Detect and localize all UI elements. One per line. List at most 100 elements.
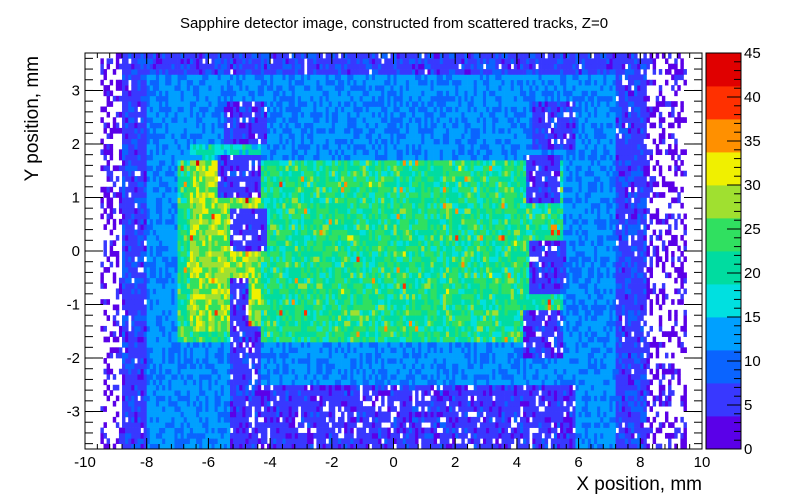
- heatmap-cell: [507, 341, 512, 348]
- heatmap-cell: [106, 438, 111, 444]
- heatmap-cell: [507, 325, 512, 332]
- heatmap-cell: [159, 379, 163, 386]
- heatmap-cell: [230, 368, 234, 375]
- heatmap-cell: [313, 368, 317, 375]
- heatmap-cell: [313, 422, 317, 428]
- heatmap-cell: [590, 411, 595, 418]
- heatmap-cell: [442, 438, 447, 444]
- heatmap-cell: [615, 443, 620, 450]
- heatmap-cell: [575, 368, 579, 375]
- heatmap-cell: [279, 304, 283, 311]
- heatmap-cell: [350, 411, 354, 418]
- heatmap-cell: [149, 304, 154, 311]
- heatmap-cell: [436, 293, 441, 300]
- heatmap-cell: [192, 443, 197, 450]
- heatmap-cell: [149, 320, 154, 327]
- heatmap-cell: [606, 331, 610, 337]
- heatmap-cell: [523, 390, 527, 396]
- heatmap-cell: [365, 416, 370, 423]
- heatmap-cell: [557, 325, 561, 332]
- heatmap-cell: [359, 309, 363, 316]
- heatmap-cell: [186, 363, 191, 370]
- heatmap-cell: [223, 411, 228, 418]
- heatmap-cell: [600, 336, 604, 343]
- heatmap-cell: [458, 325, 462, 332]
- heatmap-cell: [402, 368, 407, 375]
- heatmap-cell: [489, 379, 493, 386]
- heatmap-cell: [381, 384, 385, 391]
- heatmap-cell: [461, 299, 465, 305]
- heatmap-cell: [513, 363, 518, 370]
- heatmap-cell: [541, 443, 546, 450]
- heatmap-cell: [560, 293, 564, 300]
- heatmap-cell: [560, 358, 564, 364]
- heatmap-cell: [122, 395, 126, 402]
- heatmap-cell: [402, 320, 407, 327]
- heatmap-cell: [473, 331, 478, 337]
- heatmap-cell: [507, 347, 512, 354]
- heatmap-cell: [205, 374, 209, 380]
- heatmap-cell: [149, 379, 154, 386]
- heatmap-cell: [245, 395, 249, 402]
- heatmap-cell: [566, 416, 570, 423]
- heatmap-cell: [513, 352, 518, 359]
- heatmap-cell: [510, 438, 515, 444]
- heatmap-cell: [103, 358, 107, 364]
- heatmap-cell: [519, 395, 524, 402]
- heatmap-cell: [560, 325, 564, 332]
- heatmap-cell: [368, 427, 373, 434]
- heatmap-cell: [399, 299, 404, 305]
- heatmap-cell: [433, 416, 438, 423]
- heatmap-cell: [152, 390, 157, 396]
- heatmap-cell: [513, 384, 518, 391]
- heatmap-cell: [211, 309, 215, 316]
- heatmap-cell: [288, 341, 293, 348]
- heatmap-cell: [492, 352, 496, 359]
- heatmap-cell: [134, 374, 138, 380]
- heatmap-cell: [254, 336, 259, 343]
- heatmap-cell: [529, 315, 533, 321]
- heatmap-cell: [310, 374, 314, 380]
- heatmap-cell: [254, 390, 259, 396]
- heatmap-cell: [307, 304, 311, 311]
- heatmap-cell: [470, 379, 475, 386]
- heatmap-cell: [634, 325, 638, 332]
- heatmap-cell: [171, 309, 175, 316]
- heatmap-cell: [600, 293, 604, 300]
- heatmap-cell: [208, 390, 212, 396]
- heatmap-cell: [581, 390, 586, 396]
- heatmap-cell: [529, 411, 533, 418]
- heatmap-cell: [214, 443, 219, 450]
- heatmap-cell: [220, 336, 225, 343]
- heatmap-cell: [668, 368, 672, 375]
- heatmap-cell: [449, 411, 453, 418]
- heatmap-cell: [486, 395, 490, 402]
- heatmap-cell: [365, 384, 370, 391]
- heatmap-cell: [492, 390, 496, 396]
- heatmap-cell: [362, 331, 367, 337]
- heatmap-cell: [347, 427, 351, 434]
- heatmap-cell: [159, 406, 163, 412]
- heatmap-cell: [205, 341, 209, 348]
- heatmap-cell: [143, 363, 148, 370]
- heatmap-cell: [168, 368, 172, 375]
- heatmap-cell: [122, 336, 126, 343]
- heatmap-cell: [532, 320, 536, 327]
- heatmap-cell: [205, 422, 209, 428]
- heatmap-cell: [214, 309, 219, 316]
- heatmap-cell: [112, 400, 117, 407]
- heatmap-cell: [257, 288, 262, 295]
- heatmap-cell: [337, 379, 342, 386]
- heatmap-cell: [270, 363, 274, 370]
- heatmap-cell: [621, 432, 626, 439]
- heatmap-cell: [449, 427, 453, 434]
- heatmap-cell: [578, 427, 583, 434]
- heatmap-cell: [192, 320, 197, 327]
- heatmap-cell: [251, 341, 256, 348]
- heatmap-cell: [251, 427, 256, 434]
- heatmap-cell: [288, 347, 293, 354]
- heatmap-cell: [325, 309, 330, 316]
- heatmap-cell: [504, 427, 508, 434]
- heatmap-cell: [637, 341, 641, 348]
- heatmap-cell: [257, 400, 262, 407]
